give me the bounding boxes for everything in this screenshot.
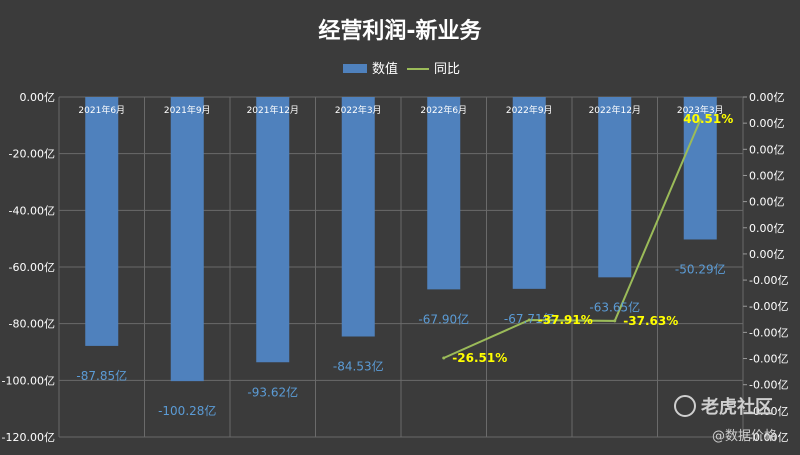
y-tick-label: -100.00亿 (2, 374, 55, 387)
ratio-point (442, 356, 446, 360)
watermark: 老虎社区 @数据价格 (674, 395, 777, 444)
x-tick-label: 2022年12月 (589, 104, 641, 116)
bar (341, 97, 375, 337)
y2-tick-label: -0.00亿 (749, 274, 788, 287)
ratio-line (443, 119, 702, 359)
tiger-logo-icon (674, 395, 696, 417)
ratio-value-label: -37.63% (623, 314, 678, 328)
x-tick-label: 2021年12月 (247, 104, 299, 116)
legend-bar-label: 数值 (372, 61, 398, 77)
y2-tick-label: -0.00亿 (749, 300, 788, 313)
watermark-logo-text: 老虎社区 (701, 396, 773, 418)
y-tick-label: 0.00亿 (20, 91, 56, 104)
x-tick-label: 2021年6月 (78, 104, 125, 116)
ratio-point (698, 118, 702, 122)
bar-value-label: -67.71亿 (504, 311, 555, 326)
data-labels: -87.85亿 -100.28亿 -93.62亿 -84.53亿 -67.90亿 -67.… (76, 112, 733, 418)
legend-bar-swatch (343, 64, 367, 73)
x-tick-label: 2022年9月 (506, 104, 553, 116)
bar (256, 97, 290, 363)
legend: 数值 同比 (343, 61, 460, 77)
bar-value-label: -84.53亿 (333, 359, 384, 374)
y2-tick-label: 0.00亿 (749, 169, 785, 182)
y2-tick-label: -0.00亿 (749, 353, 788, 366)
y-tick-label: -20.00亿 (9, 148, 55, 161)
bar (85, 97, 119, 346)
ratio-point (527, 318, 531, 322)
y-tick-label: -80.00亿 (9, 318, 55, 331)
bar (512, 97, 546, 289)
y2-tick-label: 0.00亿 (749, 196, 785, 209)
y-tick-label: -40.00亿 (9, 204, 55, 217)
y2-tick-label: 0.00亿 (749, 91, 785, 104)
y-tick-label: -60.00亿 (9, 261, 55, 274)
bar-value-label: -63.65亿 (589, 299, 640, 314)
line-series (442, 118, 702, 360)
x-tick-label: 2021年9月 (164, 104, 211, 116)
ratio-value-label: -26.51% (452, 351, 507, 365)
x-tick-label: 2022年6月 (420, 104, 467, 116)
y2-tick-label: 0.00亿 (749, 117, 785, 130)
y2-tick-label: 0.00亿 (749, 143, 785, 156)
legend-line-label: 同比 (434, 62, 460, 77)
y2-tick-label: -0.00亿 (749, 326, 788, 339)
axes: 0.00亿 -20.00亿 -40.00亿 -60.00亿 -80.00亿 -100.00… (2, 91, 789, 444)
bar-value-label: -93.62亿 (247, 384, 298, 399)
chart-title: 经营利润-新业务 (318, 18, 482, 44)
x-tick-label: 2023年3月 (677, 104, 724, 116)
ratio-point (613, 319, 617, 323)
y2-tick-label: -0.00亿 (749, 431, 788, 444)
ratio-value-label: 40.51% (683, 112, 733, 126)
bar (427, 97, 461, 290)
y2-tick-label: 0.00亿 (749, 248, 785, 261)
y2-tick-label: 0.00亿 (749, 222, 785, 235)
y-tick-label: -120.00亿 (2, 431, 55, 444)
bar-series (85, 97, 717, 382)
bar-value-label: -50.29亿 (675, 261, 726, 276)
watermark-handle: @数据价格 (712, 428, 777, 444)
grid (58, 96, 744, 438)
ratio-value-label: -37.91% (538, 313, 593, 327)
bar (170, 97, 204, 382)
bar-value-label: -87.85亿 (76, 368, 127, 383)
y2-tick-label: -0.00亿 (749, 379, 788, 392)
x-tick-label: 2022年3月 (335, 104, 382, 116)
y2-tick-label: -0.00亿 (749, 405, 788, 418)
bar-value-label: -67.90亿 (418, 311, 469, 326)
bar (598, 97, 632, 278)
bar-value-label: -100.28亿 (158, 403, 216, 418)
